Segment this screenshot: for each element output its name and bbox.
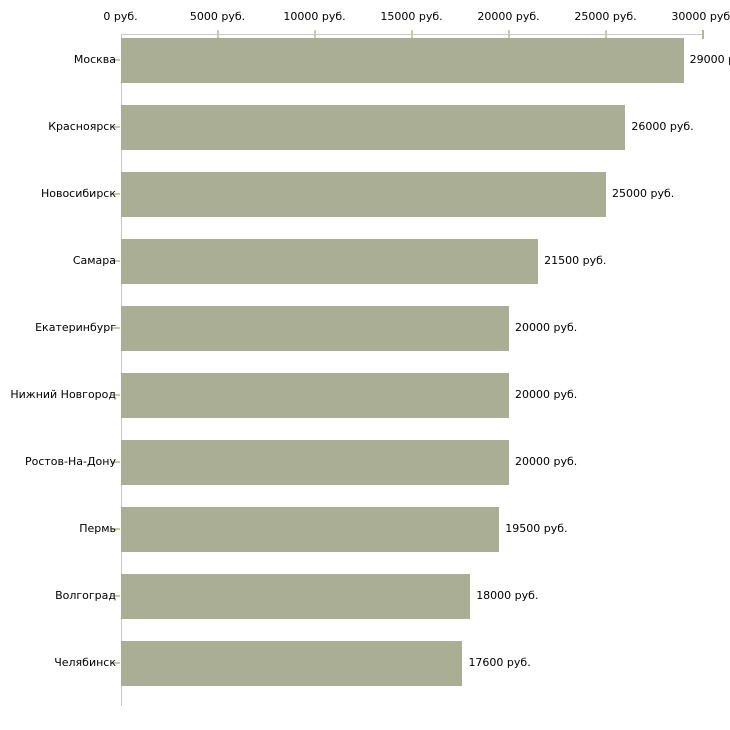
bar-1 [121,105,626,150]
bar-value-label: 29000 р [689,53,730,66]
bar-5 [121,373,509,418]
x-axis-tick-mark [313,30,316,39]
y-axis-tick-mark [111,260,120,262]
bar-7 [121,507,500,552]
x-axis-tick-mark [701,30,704,39]
bar-value-label: 25000 руб. [612,187,675,200]
bar-value-label: 18000 руб. [476,589,539,602]
bar-2 [121,172,606,217]
y-axis-tick-mark [111,327,120,329]
bar-value-label: 20000 руб. [515,455,578,468]
x-axis-tick-mark [410,30,413,39]
category-label: Челябинск [54,656,116,669]
category-label: Москва [73,53,116,66]
y-axis-tick-mark [111,59,120,61]
bar-value-label: 26000 руб. [631,120,694,133]
category-label: Волгоград [55,589,116,602]
x-axis-tick-mark [216,30,219,39]
bar-9 [121,641,463,686]
x-axis-tick-label: 30000 руб. [671,10,730,23]
x-axis-tick-label: 20000 руб. [477,10,540,23]
y-axis-line [120,34,122,706]
bar-8 [121,574,471,619]
category-label: Пермь [79,522,116,535]
category-label: Екатеринбург [35,321,116,334]
x-axis-tick-label: 0 руб. [103,10,138,23]
category-label: Нижний Новгород [10,388,116,401]
y-axis-tick-mark [111,394,120,396]
y-axis-tick-mark [111,193,120,195]
x-axis-tick-label: 15000 руб. [380,10,443,23]
x-axis-tick-mark [507,30,510,39]
x-axis-tick-label: 5000 руб. [189,10,246,23]
bar-4 [121,306,509,351]
x-axis-tick-mark [604,30,607,39]
category-label: Ростов-На-Дону [24,455,116,468]
bar-3 [121,239,539,284]
y-axis-tick-mark [111,662,120,664]
x-axis-tick-label: 10000 руб. [283,10,346,23]
bar-value-label: 20000 руб. [515,321,578,334]
y-axis-tick-mark [111,528,120,530]
bar-0 [121,38,684,83]
category-label: Новосибирск [40,187,116,200]
x-axis-tick-label: 25000 руб. [574,10,637,23]
y-axis-tick-mark [111,595,120,597]
bar-value-label: 20000 руб. [515,388,578,401]
bar-value-label: 17600 руб. [468,656,531,669]
bar-6 [121,440,509,485]
category-label: Самара [72,254,116,267]
bar-value-label: 19500 руб. [505,522,568,535]
category-label: Красноярск [48,120,116,133]
y-axis-tick-mark [111,461,120,463]
bar-value-label: 21500 руб. [544,254,607,267]
y-axis-tick-mark [111,126,120,128]
